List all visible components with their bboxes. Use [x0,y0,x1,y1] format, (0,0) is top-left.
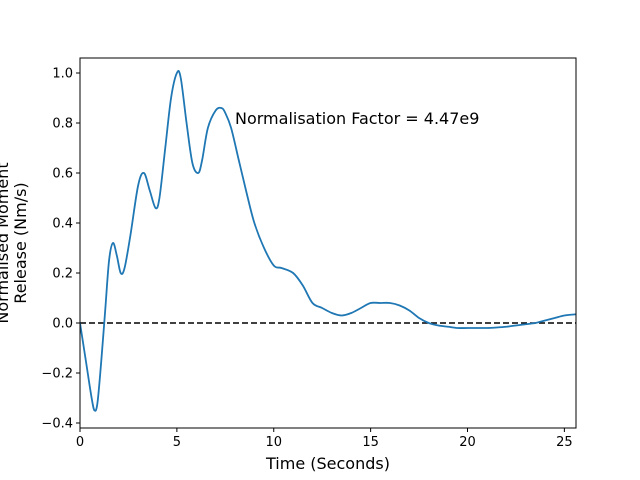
y-axis-label-line-2: Release (Nm/s) [11,182,30,303]
x-axis-label: Time (Seconds) [265,454,390,473]
x-tick-label: 25 [556,435,573,450]
y-tick-label: −0.4 [41,417,73,432]
y-tick-label: 0.8 [52,117,73,132]
y-tick-label: 0.4 [52,217,73,232]
series-line-0 [80,70,576,412]
x-axis: 0 5 10 15 20 25 [76,428,573,450]
normalisation-factor-annotation: Normalisation Factor = 4.47e9 [235,109,479,128]
plot-area-frame [79,57,577,429]
x-tick-label: 10 [265,435,282,450]
x-tick-label: 15 [362,435,379,450]
y-axis: −0.4 −0.2 0.0 0.2 0.4 0.6 0.8 1.0 [41,67,80,432]
y-tick-label: −0.2 [41,367,73,382]
y-tick-label: 0.6 [52,167,73,182]
x-tick-label: 20 [459,435,476,450]
y-tick-label: 0.0 [52,317,73,332]
x-tick-label: 0 [76,435,84,450]
y-tick-label: 0.2 [52,267,73,282]
x-tick-label: 5 [173,435,181,450]
y-axis-label-line-1: Normalised Moment [0,162,12,323]
y-tick-label: 1.0 [52,67,73,82]
